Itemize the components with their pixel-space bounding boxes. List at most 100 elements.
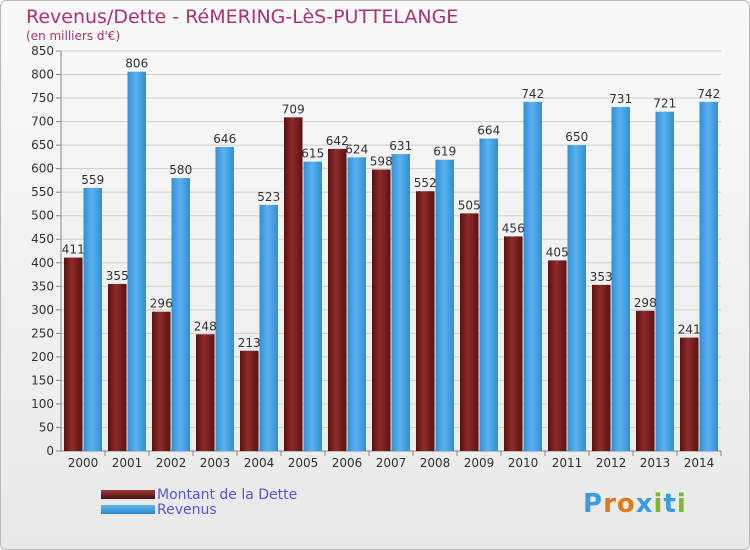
x-tick-label: 2001	[112, 456, 143, 470]
data-label: 213	[238, 336, 261, 350]
data-label: 559	[81, 173, 104, 187]
data-label: 456	[502, 221, 525, 235]
x-tick-label: 2011	[552, 456, 583, 470]
data-label: 298	[634, 296, 657, 310]
data-label: 615	[301, 147, 324, 161]
revenue-bar	[347, 157, 366, 451]
x-tick-label: 2005	[288, 456, 319, 470]
y-tick-label: 500	[31, 209, 54, 223]
y-tick-label: 800	[31, 68, 54, 82]
revenue-bar	[83, 187, 102, 452]
y-tick-label: 350	[31, 279, 54, 293]
data-label: 664	[477, 124, 500, 138]
data-label: 631	[389, 139, 412, 153]
data-label: 505	[458, 198, 481, 212]
y-tick-label: 850	[31, 44, 54, 58]
data-label: 806	[125, 57, 148, 71]
y-tick-label: 250	[31, 326, 54, 340]
data-label: 650	[565, 130, 588, 144]
y-tick-label: 650	[31, 138, 54, 152]
data-label: 411	[62, 243, 85, 257]
revenue-bar	[699, 101, 718, 451]
debt-bar	[416, 191, 435, 451]
debt-bar	[504, 236, 523, 451]
data-label: 624	[345, 142, 368, 156]
data-labels: 4115593558062965802486462135237096156426…	[62, 57, 720, 350]
x-tick-label: 2013	[640, 456, 671, 470]
x-tick-label: 2014	[684, 456, 715, 470]
debt-bar	[196, 334, 215, 451]
data-label: 355	[106, 269, 129, 283]
x-tick-label: 2000	[68, 456, 99, 470]
data-label: 580	[169, 163, 192, 177]
logo-letter: t	[663, 489, 677, 519]
data-label: 642	[326, 134, 349, 148]
revenue-bar	[215, 147, 234, 451]
y-tick-label: 600	[31, 162, 54, 176]
debt-bar	[636, 310, 655, 451]
data-label: 742	[521, 87, 544, 101]
y-axis-ticks: 0 50 100 150 200 250 300 350 400 450 500 550 600 650 7…	[31, 44, 61, 458]
data-label: 241	[678, 323, 701, 337]
data-label: 353	[590, 270, 613, 284]
debt-bar	[460, 213, 479, 451]
debt-bar	[284, 117, 303, 452]
x-tick-label: 2012	[596, 456, 627, 470]
y-tick-label: 400	[31, 256, 54, 270]
data-label: 405	[546, 245, 569, 259]
logo-letter: i	[653, 489, 664, 519]
legend-label-debt: Montant de la Dette	[157, 486, 298, 503]
x-tick-label: 2006	[332, 456, 363, 470]
legend-label-revenue: Revenus	[157, 501, 217, 518]
revenue-bar	[171, 178, 190, 451]
grid-lines	[60, 50, 721, 452]
y-tick-label: 700	[31, 115, 54, 129]
revenue-bar	[127, 71, 146, 452]
legend: Montant de la Dette Revenus	[101, 486, 298, 518]
chart-title: Revenus/Dette - RéMERING-LèS-PUTTELANGE	[26, 6, 459, 28]
logo-letter: P	[583, 489, 604, 519]
y-tick-label: 150	[31, 373, 54, 387]
legend-swatch-revenue	[101, 505, 155, 514]
debt-bar	[64, 257, 83, 451]
logo-letter: o	[616, 489, 636, 519]
x-tick-label: 2002	[156, 456, 187, 470]
data-label: 552	[414, 176, 437, 190]
data-label: 523	[257, 190, 280, 204]
data-label: 296	[150, 297, 173, 311]
debt-bar	[328, 148, 347, 451]
data-label: 598	[370, 155, 393, 169]
data-label: 721	[653, 97, 676, 111]
revenue-bar	[479, 138, 498, 451]
revenue-bar	[435, 159, 454, 452]
data-label: 619	[433, 145, 456, 159]
y-tick-label: 750	[31, 91, 54, 105]
data-label: 646	[213, 132, 236, 146]
revenue-bar	[655, 111, 674, 452]
revenue-bar	[303, 161, 322, 451]
x-tick-label: 2007	[376, 456, 407, 470]
revenue-bar	[259, 204, 278, 451]
x-tick-label: 2010	[508, 456, 539, 470]
debt-bar	[592, 284, 611, 451]
proxiti-logo: Proxiti	[583, 489, 687, 519]
data-label: 731	[609, 92, 632, 106]
data-label: 742	[697, 87, 720, 101]
y-tick-label: 550	[31, 185, 54, 199]
revenue-bar	[391, 154, 410, 451]
y-tick-label: 200	[31, 350, 54, 364]
bars	[64, 71, 718, 452]
y-tick-label: 450	[31, 232, 54, 246]
x-tick-label: 2003	[200, 456, 231, 470]
debt-bar	[108, 283, 127, 451]
debt-bar	[372, 169, 391, 451]
logo-letter: r	[603, 489, 617, 519]
legend-swatch-debt	[101, 490, 155, 499]
x-tick-label: 2009	[464, 456, 495, 470]
x-tick-label: 2004	[244, 456, 275, 470]
debt-bar	[152, 311, 171, 451]
logo-letter: i	[676, 489, 687, 519]
debt-bar	[680, 337, 699, 451]
